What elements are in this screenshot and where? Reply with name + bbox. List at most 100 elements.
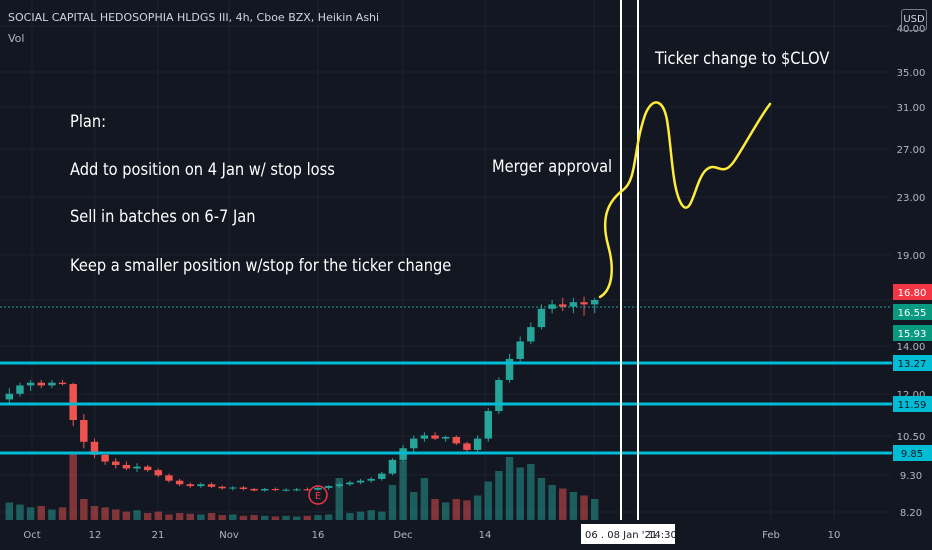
volume-bar (271, 516, 280, 520)
volume-bar (346, 513, 354, 520)
candle-body (239, 487, 248, 489)
volume-bar (207, 513, 216, 520)
time-axis[interactable]: Oct 12 21 Nov 16 Dec 14 Feb 10 (23, 530, 840, 541)
price-label-bg (893, 355, 932, 371)
price-tick-label: 8.20 (900, 508, 922, 519)
price-label: 11.59 (898, 400, 927, 411)
price-label-bg (893, 304, 932, 320)
candle-body (122, 464, 131, 469)
volume-bar (175, 513, 184, 520)
candle-body (346, 482, 354, 485)
price-label: 9.85 (901, 449, 923, 460)
price-tick-label: 23.00 (897, 193, 926, 204)
price-label: 16.80 (898, 288, 927, 299)
volume-bar (484, 481, 492, 520)
candle-body (367, 478, 375, 481)
price-tick-label: 9.30 (900, 471, 922, 482)
horizontal-levels (0, 361, 892, 455)
volume-indicator-label[interactable]: Vol (8, 32, 25, 45)
volume-bar (261, 515, 269, 520)
price-tick-label: 12.00 (897, 390, 926, 401)
candle-body (314, 487, 322, 490)
time-tick-label: 10 (828, 530, 841, 541)
volume-bar (303, 515, 312, 520)
candle-body (569, 302, 578, 307)
volume-bar (463, 500, 471, 520)
price-axis[interactable]: 35.00 31.00 27.00 23.00 19.00 14.00 12.00 10.50… (897, 24, 926, 519)
volume-bar (16, 504, 24, 520)
candle-body (5, 393, 14, 400)
candle-body (431, 435, 439, 439)
price-axis-panel (892, 0, 932, 550)
time-tick-label: Feb (762, 530, 780, 541)
earnings-badge[interactable]: E (308, 485, 328, 505)
symbol-title[interactable]: SOCIAL CAPITAL HEDOSOPHIA HLDGS III, 4h,… (8, 11, 380, 24)
candle-body (420, 435, 429, 439)
candle-body (48, 382, 56, 386)
candle-body (410, 438, 418, 449)
candle-body (229, 487, 237, 489)
candle-body (537, 308, 546, 328)
time-tick-label: 21 (152, 530, 165, 541)
candle-body (335, 484, 343, 487)
volume-bar (292, 516, 301, 520)
volume-bar (367, 510, 375, 520)
volume-bar (218, 515, 226, 520)
volume-bars (5, 453, 599, 520)
volume-bar (314, 515, 322, 520)
volume-bar (165, 514, 173, 520)
candle-body (484, 411, 492, 439)
time-tick-label: 14 (479, 530, 492, 541)
price-label-bg (893, 445, 932, 461)
candle-body (516, 341, 524, 359)
volume-bar (548, 485, 556, 520)
volume-bar (324, 514, 333, 520)
candle-body (590, 300, 599, 305)
crosshair-time-label: 06 . 08 Jan '21 14:30 (581, 524, 677, 544)
volume-bar (101, 507, 109, 520)
candle-body (559, 304, 567, 307)
candle-body (165, 475, 173, 481)
candle-body (271, 488, 280, 491)
volume-bar (69, 453, 77, 520)
volume-bar (495, 471, 503, 520)
merger-approval-note: Merger approval (492, 157, 613, 177)
volume-bar (399, 460, 407, 520)
plan-item-3: Keep a smaller position w/stop for the t… (70, 256, 452, 276)
price-label: 13.27 (898, 359, 927, 370)
chart-grid (0, 0, 892, 520)
volume-bar (48, 509, 56, 520)
price-label-bg (893, 325, 932, 341)
volume-bar (112, 509, 120, 520)
volume-bar (580, 495, 588, 520)
candle-body (473, 438, 482, 450)
price-tick-label: 14.00 (897, 342, 926, 353)
candle-body (356, 480, 365, 483)
forecast-path (598, 101, 772, 299)
volume-bar (452, 499, 461, 520)
time-tick-label: Dec (393, 530, 412, 541)
volume-bar (122, 511, 131, 520)
currency-button[interactable]: USD (901, 9, 927, 31)
price-label: 16.55 (898, 308, 927, 319)
candle-body (378, 473, 386, 479)
price-tick-label: 27.00 (897, 145, 926, 156)
volume-bar (388, 485, 397, 520)
candle-body (143, 466, 152, 471)
candle-body (261, 488, 269, 491)
price-tick-label-partial: 40.00 (897, 24, 926, 35)
candle-body (80, 420, 88, 442)
candle-body (207, 484, 216, 487)
candle-body (69, 384, 77, 421)
time-tick-label: 16 (312, 530, 325, 541)
volume-bar (537, 478, 546, 520)
candle-body (218, 486, 226, 489)
price-axis-labels: 16.80 16.55 15.93 13.27 11.59 9.85 (893, 284, 932, 461)
volume-bar (229, 514, 237, 520)
volume-bar (527, 464, 535, 520)
candle-body (580, 302, 588, 305)
volume-bar (282, 515, 290, 520)
candle-body (303, 489, 312, 491)
volume-bar (80, 499, 88, 520)
